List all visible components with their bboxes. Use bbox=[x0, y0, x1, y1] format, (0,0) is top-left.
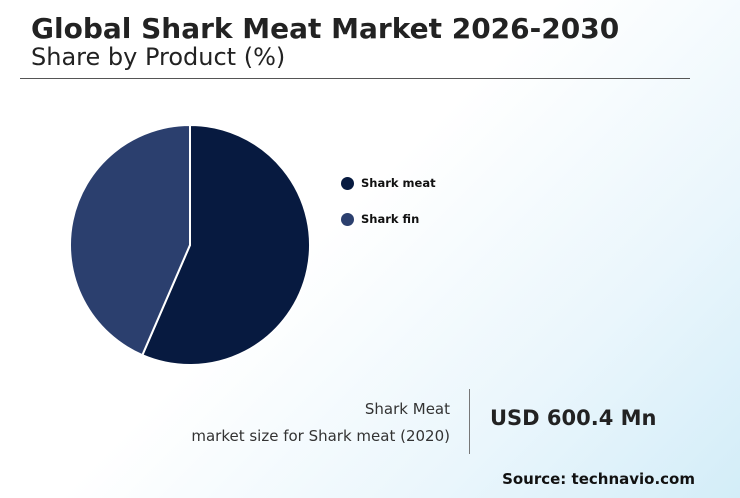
legend: Shark meat Shark fin bbox=[341, 174, 436, 246]
pie-chart bbox=[69, 123, 311, 366]
pie-slice-shark-fin bbox=[69, 123, 191, 357]
title-divider bbox=[20, 78, 690, 79]
legend-item-shark-fin: Shark fin bbox=[341, 210, 436, 228]
source-credit: Source: technavio.com bbox=[502, 470, 695, 488]
chart-title: Global Shark Meat Market 2026-2030 bbox=[31, 12, 620, 45]
kpi-label-line2: market size for Shark meat (2020) bbox=[191, 427, 450, 445]
legend-swatch-shark-fin bbox=[341, 212, 354, 226]
kpi-value: USD 600.4 Mn bbox=[490, 406, 657, 430]
kpi-label-line1: Shark Meat bbox=[364, 400, 450, 418]
legend-label-shark-fin: Shark fin bbox=[361, 212, 420, 226]
kpi-separator bbox=[469, 389, 470, 454]
pie-slice-shark-meat bbox=[141, 123, 311, 366]
legend-item-shark-meat: Shark meat bbox=[341, 174, 436, 192]
kpi-label: Shark Meat market size for Shark meat (2… bbox=[191, 400, 450, 445]
legend-swatch-shark-meat bbox=[341, 176, 354, 190]
chart-subtitle: Share by Product (%) bbox=[31, 43, 286, 71]
legend-label-shark-meat: Shark meat bbox=[361, 176, 436, 190]
